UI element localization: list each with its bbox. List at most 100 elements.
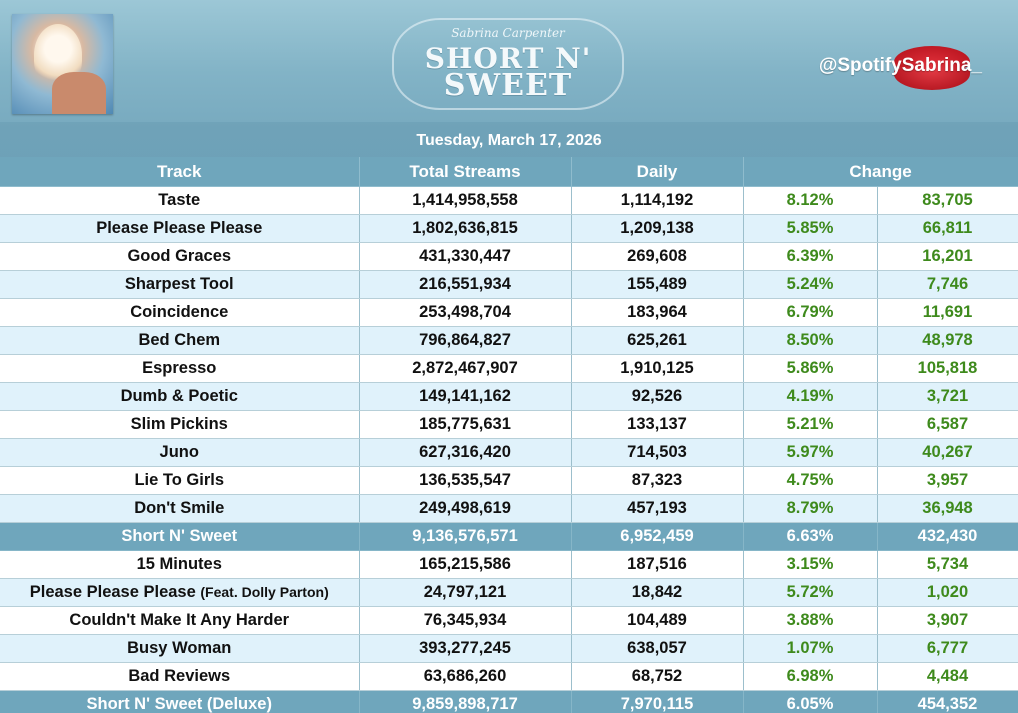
table-row: Bad Reviews 63,686,260 68,752 6.98% 4,484: [0, 662, 1018, 691]
track-name: Slim Pickins: [0, 410, 360, 439]
table-row: Slim Pickins 185,775,631 133,137 5.21% 6,587: [0, 410, 1018, 439]
daily-streams: 155,489: [571, 270, 744, 299]
track-name: 15 Minutes: [0, 550, 360, 579]
track-name: Lie To Girls: [0, 466, 360, 495]
change-percent: 3.15%: [743, 550, 878, 579]
track-name: Taste: [0, 186, 360, 215]
deluxe-total-row: Short N' Sweet (Deluxe) 9,859,898,717 7,97…: [0, 690, 1018, 713]
change-percent: 1.07%: [743, 634, 878, 663]
track-name: Bad Reviews: [0, 662, 360, 691]
logo-frame: [392, 18, 624, 110]
social-handle: @SpotifySabrina_: [818, 55, 982, 76]
change-percent: 5.72%: [743, 578, 878, 607]
change-value: 4,484: [877, 662, 1018, 691]
change-value: 1,020: [877, 578, 1018, 607]
change-value: 5,734: [877, 550, 1018, 579]
track-name: Juno: [0, 438, 360, 467]
change-percent: 8.79%: [743, 494, 878, 523]
album-total-streams: 9,136,576,571: [359, 522, 572, 551]
daily-streams: 1,114,192: [571, 186, 744, 215]
track-name: Busy Woman: [0, 634, 360, 663]
daily-streams: 133,137: [571, 410, 744, 439]
table-row: Good Graces 431,330,447 269,608 6.39% 16,201: [0, 242, 1018, 271]
daily-streams: 457,193: [571, 494, 744, 523]
table-row: Don't Smile 249,498,619 457,193 8.79% 36,948: [0, 494, 1018, 523]
daily-streams: 714,503: [571, 438, 744, 467]
total-streams: 249,498,619: [359, 494, 572, 523]
header-banner: Sabrina Carpenter SHORT N' SWEET @Spotif…: [0, 0, 1018, 122]
table-header-row: Track Total Streams Daily Change: [0, 157, 1018, 187]
change-percent: 5.21%: [743, 410, 878, 439]
change-value: 36,948: [877, 494, 1018, 523]
deluxe-total-percent: 6.05%: [743, 690, 878, 713]
change-percent: 5.86%: [743, 354, 878, 383]
daily-streams: 638,057: [571, 634, 744, 663]
deluxe-total-label: Short N' Sweet (Deluxe): [0, 690, 360, 713]
change-value: 105,818: [877, 354, 1018, 383]
deluxe-total-change: 454,352: [877, 690, 1018, 713]
daily-streams: 1,209,138: [571, 214, 744, 243]
change-value: 83,705: [877, 186, 1018, 215]
change-percent: 3.88%: [743, 606, 878, 635]
change-percent: 8.12%: [743, 186, 878, 215]
column-header-track: Track: [0, 157, 360, 187]
column-header-daily: Daily: [571, 157, 744, 187]
total-streams: 63,686,260: [359, 662, 572, 691]
total-streams: 1,802,636,815: [359, 214, 572, 243]
track-name: Please Please Please: [29, 583, 196, 601]
table-row: Juno 627,316,420 714,503 5.97% 40,267: [0, 438, 1018, 467]
total-streams: 1,414,958,558: [359, 186, 572, 215]
logo-artist-script: Sabrina Carpenter: [451, 26, 565, 40]
change-value: 7,746: [877, 270, 1018, 299]
change-percent: 5.85%: [743, 214, 878, 243]
table-row: Sharpest Tool 216,551,934 155,489 5.24% 7,74…: [0, 270, 1018, 299]
daily-streams: 92,526: [571, 382, 744, 411]
table-row: 15 Minutes 165,215,586 187,516 3.15% 5,734: [0, 550, 1018, 579]
total-streams: 216,551,934: [359, 270, 572, 299]
table-row: Please Please Please (Feat. Dolly Parton…: [0, 578, 1018, 607]
column-header-change: Change: [743, 157, 1018, 187]
table-row: Lie To Girls 136,535,547 87,323 4.75% 3,957: [0, 466, 1018, 495]
total-streams: 149,141,162: [359, 382, 572, 411]
album-logo: Sabrina Carpenter SHORT N' SWEET: [388, 12, 628, 112]
total-streams: 76,345,934: [359, 606, 572, 635]
album-total-row: Short N' Sweet 9,136,576,571 6,952,459 6.63…: [0, 522, 1018, 551]
table-row: Please Please Please 1,802,636,815 1,209,1…: [0, 214, 1018, 243]
track-name: Don't Smile: [0, 494, 360, 523]
change-value: 16,201: [877, 242, 1018, 271]
track-name: Couldn't Make It Any Harder: [0, 606, 360, 635]
change-value: 40,267: [877, 438, 1018, 467]
track-name: Good Graces: [0, 242, 360, 271]
change-value: 48,978: [877, 326, 1018, 355]
cover-figure-back: [52, 72, 106, 114]
change-value: 3,907: [877, 606, 1018, 635]
track-name-with-feature: Please Please Please (Feat. Dolly Parton…: [0, 578, 360, 607]
change-percent: 6.79%: [743, 298, 878, 327]
table-row: Coincidence 253,498,704 183,964 6.79% 11,691: [0, 298, 1018, 327]
feature-credit: (Feat. Dolly Parton): [200, 584, 329, 600]
total-streams: 165,215,586: [359, 550, 572, 579]
change-percent: 4.75%: [743, 466, 878, 495]
album-total-percent: 6.63%: [743, 522, 878, 551]
daily-streams: 269,608: [571, 242, 744, 271]
total-streams: 627,316,420: [359, 438, 572, 467]
table-row: Dumb & Poetic 149,141,162 92,526 4.19% 3,721: [0, 382, 1018, 411]
change-percent: 8.50%: [743, 326, 878, 355]
table-row: Taste 1,414,958,558 1,114,192 8.12% 83,705: [0, 186, 1018, 215]
daily-streams: 187,516: [571, 550, 744, 579]
report-date: Tuesday, March 17, 2026: [416, 132, 602, 149]
total-streams: 24,797,121: [359, 578, 572, 607]
change-percent: 6.39%: [743, 242, 878, 271]
column-header-total: Total Streams: [359, 157, 572, 187]
total-streams: 796,864,827: [359, 326, 572, 355]
album-total-label: Short N' Sweet: [0, 522, 360, 551]
change-percent: 5.97%: [743, 438, 878, 467]
change-percent: 5.24%: [743, 270, 878, 299]
logo-title-line2: SWEET: [443, 68, 573, 103]
total-streams: 431,330,447: [359, 242, 572, 271]
table-row: Busy Woman 393,277,245 638,057 1.07% 6,777: [0, 634, 1018, 663]
table-row: Couldn't Make It Any Harder 76,345,934 104…: [0, 606, 1018, 635]
daily-streams: 87,323: [571, 466, 744, 495]
total-streams: 253,498,704: [359, 298, 572, 327]
track-name: Sharpest Tool: [0, 270, 360, 299]
